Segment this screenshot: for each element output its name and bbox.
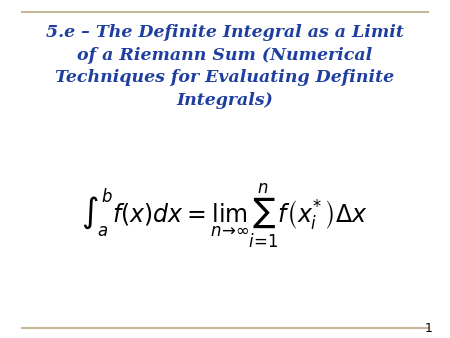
Text: $\int_{a}^{b} f\left(x\right)dx = \lim_{n \to \infty} \sum_{i=1}^{n} f\left(x_{i: $\int_{a}^{b} f\left(x\right)dx = \lim_{… [81,182,369,250]
Text: 1: 1 [424,322,432,335]
Text: 5.e – The Definite Integral as a Limit
of a Riemann Sum (Numerical
Techniques fo: 5.e – The Definite Integral as a Limit o… [46,24,404,109]
